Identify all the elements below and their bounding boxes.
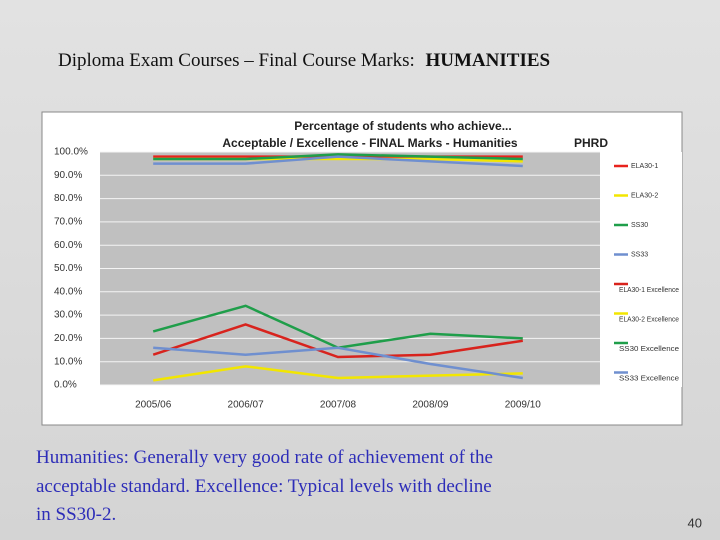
body-line: acceptable standard. Excellence: Typical… [36, 476, 492, 497]
chart-tag: PHRD [574, 136, 608, 150]
chart-title: Percentage of students who achieve... [294, 119, 511, 133]
y-tick-label: 80.0% [54, 193, 82, 204]
series-line [153, 153, 523, 161]
series-line [153, 155, 523, 168]
x-tick-label: 2009/10 [505, 400, 542, 411]
y-tick-label: 90.0% [54, 170, 82, 181]
series-line [152, 323, 523, 359]
y-tick-label: 100.0% [54, 147, 88, 158]
legend-label: ELA30-2 [631, 192, 658, 199]
y-tick-label: 0.0% [54, 380, 77, 391]
body-text: Humanities: Generally very good rate of … [36, 447, 498, 525]
page-number: 40 [688, 515, 702, 530]
chart-title: Acceptable / Excellence - FINAL Marks - … [222, 136, 518, 150]
y-tick-label: 20.0% [54, 333, 82, 344]
series-line [153, 346, 523, 380]
legend-label: SS33 Excellence [619, 375, 679, 382]
y-tick-label: 60.0% [54, 240, 82, 251]
legend-label: ELA30-2 Excellence [619, 316, 679, 323]
y-tick-label: 10.0% [54, 356, 82, 367]
body-line: in SS30-2. [36, 504, 116, 525]
legend-label: ELA30-1 Excellence [619, 287, 679, 294]
x-tick-label: 2005/06 [135, 400, 172, 411]
slide-title-bold: HUMANITIES [426, 50, 551, 71]
y-tick-label: 30.0% [54, 310, 82, 321]
series-line [153, 365, 523, 382]
legend-box [612, 152, 682, 387]
slide-title: Diploma Exam Courses – Final Course Mark… [58, 50, 550, 71]
legend-label: SS33 [631, 251, 648, 258]
body-line: Humanities: Generally very good rate of … [36, 447, 493, 468]
y-tick-label: 50.0% [54, 263, 82, 274]
legend-label: ELA30-1 [631, 163, 658, 170]
slide-title-text: Diploma Exam Courses – Final Course Mark… [58, 50, 415, 71]
y-tick-label: 70.0% [54, 217, 82, 228]
x-tick-label: 2006/07 [228, 400, 265, 411]
x-tick-label: 2008/09 [412, 400, 449, 411]
legend-label: SS30 [631, 222, 648, 229]
legend-label: SS30 Excellence [619, 346, 679, 353]
y-tick-label: 40.0% [54, 286, 82, 297]
x-tick-label: 2007/08 [320, 400, 357, 411]
